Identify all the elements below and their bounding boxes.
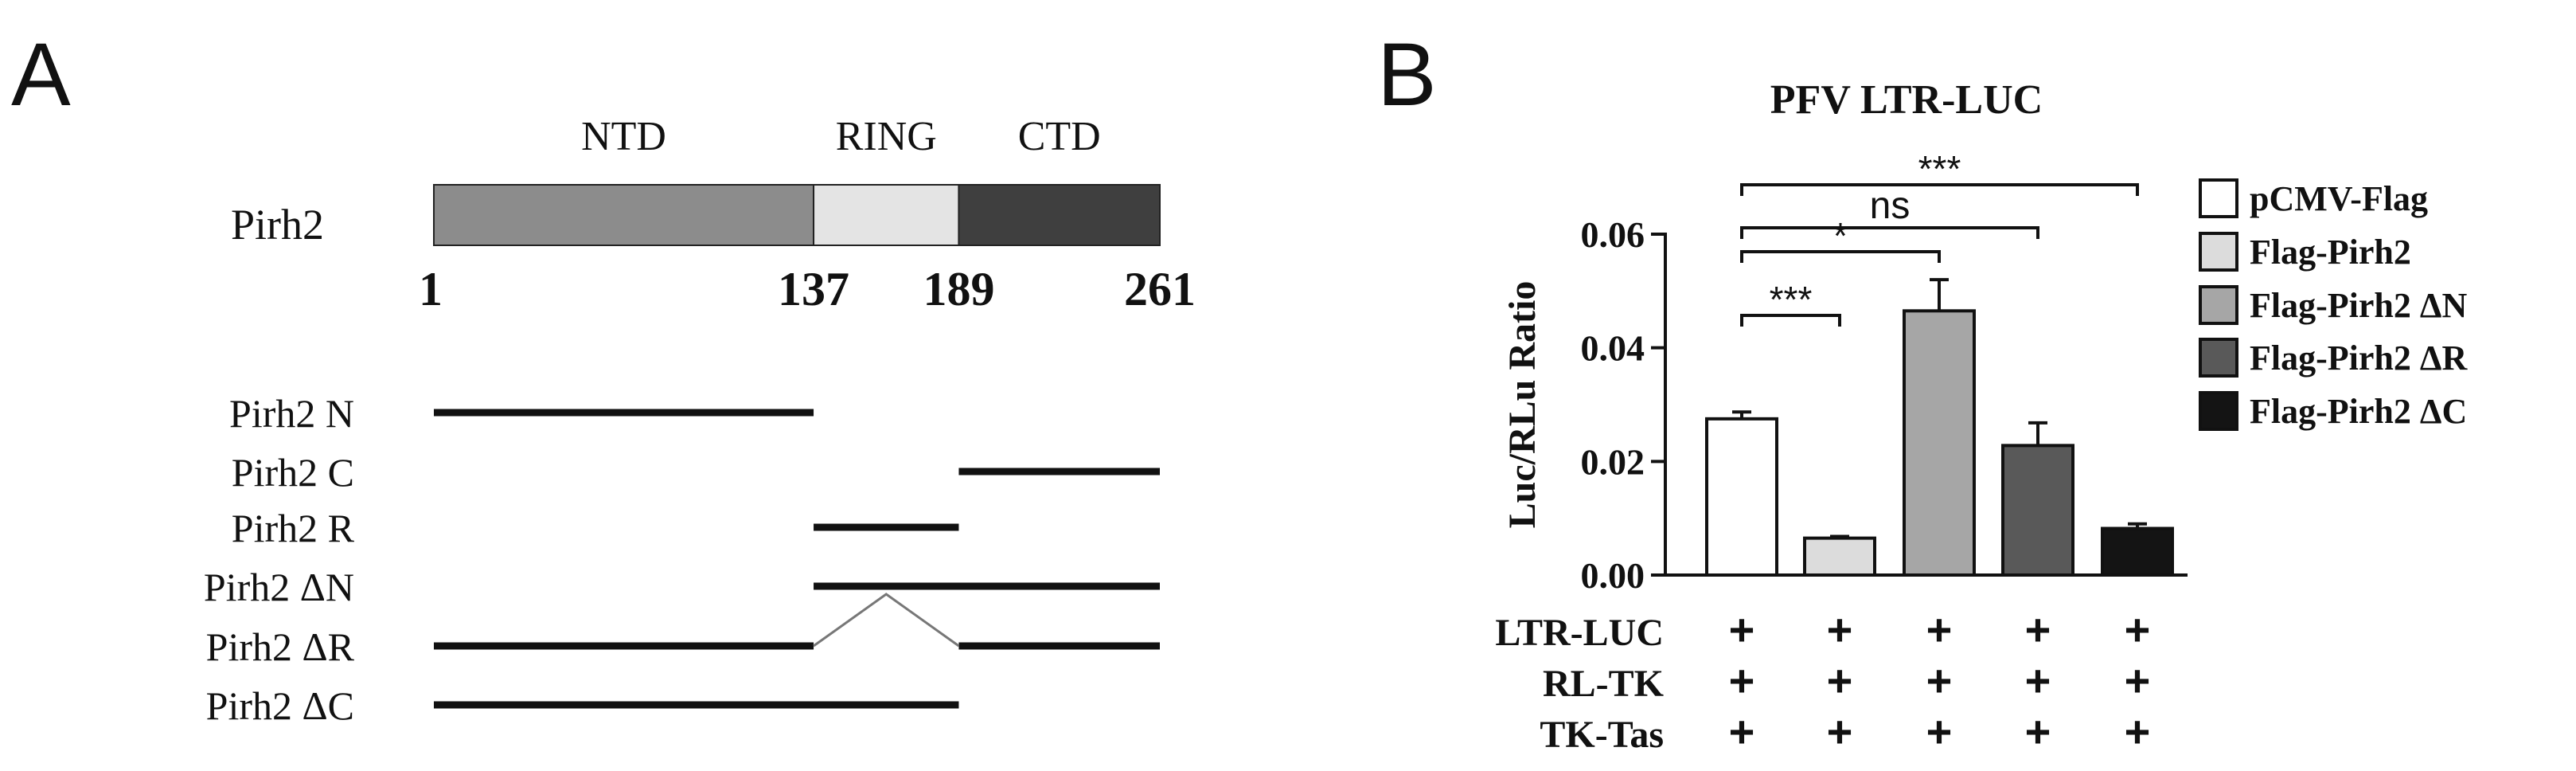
position-label: 189 [923,263,994,315]
condition-mark: + [1729,706,1755,757]
bar-3 [1903,309,1976,577]
condition-label: TK-Tas [1540,714,1664,756]
bar-2 [1803,536,1876,577]
significance-bracket [1740,314,1841,327]
condition-mark: + [2125,706,2151,757]
domain-ring-bar [813,184,960,246]
condition-mark: + [2125,656,2151,706]
y-tick-label: 0.06 [1581,214,1645,255]
condition-mark: + [1729,605,1755,655]
legend-label: Flag-Pirh2 ΔR [2250,339,2468,378]
panel-b-letter: B [1377,25,1437,124]
domain-ctd-bar [958,184,1161,246]
deletion-connector [813,593,960,648]
significance-label: *** [1918,148,1961,190]
construct-label: Pirh2 C [232,450,354,495]
construct-list: Pirh2 N Pirh2 C Pirh2 R Pirh2 ΔN Pirh2 ΔR Pir… [204,391,1160,728]
significance-bracket [1740,250,1941,263]
bar-series [1705,278,2174,577]
condition-mark: + [1827,706,1853,757]
condition-table: LTR-LUC + + + + +RL-TK + + + + +TK-Tas + + + + + [1495,605,2150,757]
domain-bar [433,184,1161,246]
legend: pCMV-Flag Flag-Pirh2 Flag-Pirh2 ΔN Flag-Pir… [2199,178,2468,431]
bar-1 [1705,417,1778,577]
construct-label: Pirh2 N [229,391,354,436]
panel-a-letter: A [11,25,71,124]
position-label: 261 [1124,263,1196,315]
y-axis: 0.00 0.02 0.04 0.06 [1581,214,2188,596]
significance-label: *** [1770,279,1813,320]
chart-title: PFV LTR-LUC [1770,77,2043,123]
y-tick-label: 0.02 [1581,441,1645,482]
position-labels: 1 137 189 261 [419,263,1196,315]
construct-label: Pirh2 R [232,506,355,550]
legend-swatch [2199,178,2238,218]
domain-labels: NTD RING CTD [581,114,1101,159]
bar-5 [2101,526,2174,577]
legend-label: pCMV-Flag [2250,179,2428,218]
significance-label: * [1833,215,1848,256]
condition-mark: + [1926,656,1953,706]
condition-mark: + [1729,656,1755,706]
condition-mark: + [2025,605,2051,655]
domain-label-ntd: NTD [581,114,666,159]
condition-mark: + [2025,706,2051,757]
significance-label: ns [1870,185,1911,227]
y-tick-label: 0.00 [1581,555,1645,596]
condition-label: LTR-LUC [1495,612,1664,654]
legend-swatch [2199,338,2238,378]
position-label: 1 [419,263,443,315]
condition-label: RL-TK [1543,663,1664,705]
condition-mark: + [2125,605,2151,655]
panel-b: B PFV LTR-LUC Luc/RLu Ratio 0.00 0.02 0.04… [1377,25,2468,757]
significance-bracket [1740,183,2139,196]
condition-mark: + [2025,656,2051,706]
y-axis-label: Luc/RLu Ratio [1501,281,1544,529]
condition-mark: + [1926,605,1953,655]
domain-label-ctd: CTD [1018,114,1101,159]
bar-4 [2001,444,2074,577]
y-tick-label: 0.04 [1581,328,1645,369]
position-label: 137 [778,263,849,315]
construct-label: Pirh2 ΔR [206,624,355,669]
legend-label: Flag-Pirh2 ΔC [2250,392,2467,431]
construct-label: Pirh2 ΔN [204,565,354,609]
legend-swatch [2199,285,2238,325]
domain-label-ring: RING [836,114,937,159]
legend-label: Flag-Pirh2 [2250,233,2411,272]
legend-swatch [2199,232,2238,272]
significance-brackets: ****ns*** [1740,148,2139,327]
panel-a: A Pirh2 NTD RING CTD 1 137 189 261 Pirh2 NPir… [11,25,1196,728]
condition-mark: + [1926,706,1953,757]
legend-label: Flag-Pirh2 ΔN [2250,286,2467,325]
legend-swatch [2199,391,2238,431]
condition-mark: + [1827,656,1853,706]
protein-name: Pirh2 [231,201,324,249]
condition-mark: + [1827,605,1853,655]
construct-label: Pirh2 ΔC [206,683,354,728]
domain-ntd-bar [433,184,815,246]
significance-bracket [1740,226,2039,239]
